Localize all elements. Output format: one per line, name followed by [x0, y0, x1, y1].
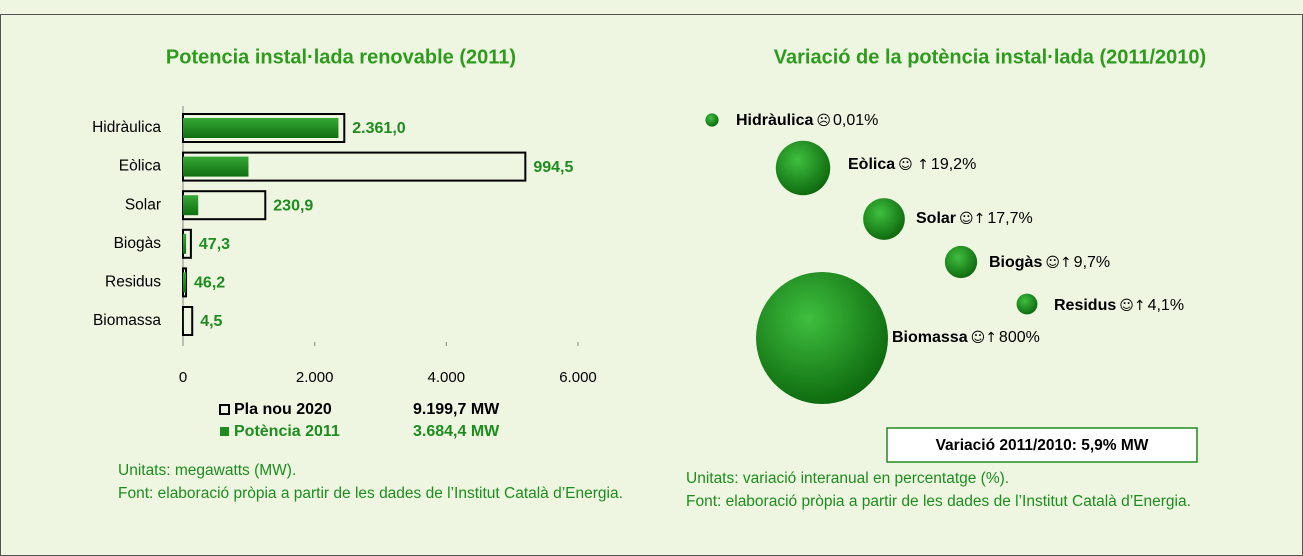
category-label: Hidràulica	[736, 112, 813, 129]
legend-label: Potència 2011	[234, 423, 340, 440]
bubble-label: Hidràulica ☹ 0,01%	[736, 112, 878, 129]
category-label: Biogàs	[989, 254, 1042, 271]
note: Font: elaboració pròpia a partir de les …	[686, 493, 1191, 510]
y-tick-label: Eòlica	[119, 158, 162, 175]
bar	[183, 195, 199, 216]
category-label: Biomassa	[892, 329, 968, 346]
bubble	[775, 140, 831, 196]
y-tick-label: Solar	[125, 196, 161, 213]
symbol: ☺↑	[971, 330, 997, 346]
x-tick-label: 6.000	[559, 369, 597, 386]
bar	[183, 233, 187, 254]
bubble-label: Residus ☺↑ 4,1%	[1054, 297, 1184, 314]
legend-total: 9.199,7 MW	[413, 401, 500, 418]
x-tick-label: 2.000	[296, 369, 334, 386]
data-label: 4,5	[200, 313, 222, 330]
x-tick-label: 0	[179, 369, 187, 386]
data-label: 46,2	[194, 275, 225, 292]
symbol: ☺↑	[1119, 298, 1145, 314]
y-tick-label: Residus	[105, 273, 161, 290]
category-label: Residus	[1054, 297, 1116, 314]
data-label: 800%	[999, 329, 1040, 346]
bubble	[863, 198, 905, 240]
bubble-label: Eòlica ☺ ↑ 19,2%	[848, 156, 976, 173]
bubble-label: Solar ☺↑ 17,7%	[916, 210, 1033, 227]
data-label: 19,2%	[931, 156, 976, 173]
legend-label: Pla nou 2020	[234, 401, 332, 418]
annotation-box	[886, 427, 1198, 463]
bubble-label: Biogàs ☺↑ 9,7%	[989, 254, 1110, 271]
bubble	[1016, 293, 1038, 315]
y-tick-label: Biogàs	[114, 235, 162, 252]
note: Unitats: megawatts (MW).	[118, 462, 297, 479]
category-label: Eòlica	[848, 156, 895, 173]
data-label: 230,9	[273, 197, 313, 214]
chart-title: Potencia instal·lada renovable (2011)	[166, 46, 516, 68]
bubble	[944, 245, 978, 279]
legend-swatch	[220, 427, 229, 436]
symbol: ☹	[816, 113, 831, 129]
data-label: 47,3	[199, 236, 230, 253]
data-label: 17,7%	[987, 210, 1032, 227]
symbol: ☺↑	[1045, 255, 1071, 271]
data-label: 994,5	[533, 159, 573, 176]
data-label: 2.361,0	[352, 120, 405, 137]
chart-title: Variació de la potència instal·lada (201…	[774, 46, 1206, 68]
data-label: 0,01%	[833, 112, 878, 129]
bar	[183, 272, 187, 293]
category-label: Solar	[916, 210, 956, 227]
y-tick-label: Hidràulica	[92, 119, 161, 136]
bar-outline	[182, 306, 194, 336]
note: Unitats: variació interanual en percenta…	[686, 470, 1010, 487]
bar	[183, 118, 339, 138]
bubble	[756, 272, 888, 404]
symbol: ☺ ↑	[898, 157, 929, 173]
legend-swatch	[219, 404, 230, 415]
data-label: 9,7%	[1074, 254, 1110, 271]
bubble-label: Biomassa ☺↑ 800%	[892, 329, 1040, 346]
y-tick-label: Biomassa	[93, 312, 161, 329]
note: Font: elaboració pròpia a partir de les …	[118, 485, 623, 502]
data-label: 4,1%	[1148, 297, 1184, 314]
bar	[183, 156, 249, 177]
bubble	[705, 113, 719, 127]
x-tick-label: 4.000	[428, 369, 466, 386]
symbol: ☺↑	[959, 211, 985, 227]
legend-total: 3.684,4 MW	[413, 423, 500, 440]
annotation: Variació 2011/2010: 5,9% MW	[936, 437, 1149, 454]
